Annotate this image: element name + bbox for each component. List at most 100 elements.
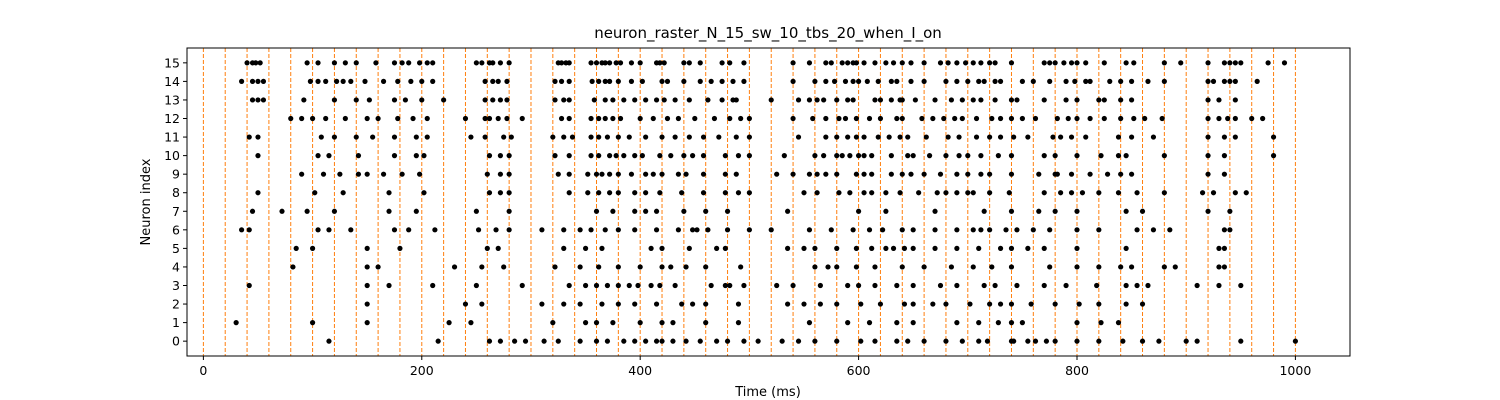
spike-point — [1118, 171, 1124, 177]
spike-point — [1058, 134, 1064, 140]
spike-point — [785, 301, 791, 307]
spike-point — [1221, 171, 1228, 177]
spike-point — [866, 115, 873, 122]
spike-point — [1047, 264, 1053, 270]
spike-point — [1128, 264, 1135, 270]
spike-point — [1115, 190, 1122, 196]
spike-point — [845, 134, 851, 140]
spike-point — [937, 60, 944, 66]
spike-point — [1150, 227, 1157, 233]
spike-point — [722, 282, 728, 289]
spike-point — [486, 115, 493, 122]
spike-point — [965, 190, 971, 196]
spike-point — [1115, 320, 1122, 326]
spike-point — [945, 134, 951, 140]
spike-point — [1008, 97, 1015, 103]
spike-point — [1178, 60, 1184, 66]
spike-point — [1161, 264, 1167, 270]
spike-point — [307, 78, 313, 84]
spike-point — [823, 171, 829, 177]
spike-point — [1030, 78, 1036, 84]
spike-point — [1052, 338, 1058, 344]
spike-point — [561, 97, 567, 103]
spike-point — [853, 245, 860, 251]
spike-point — [424, 134, 430, 140]
spike-point — [1094, 282, 1100, 289]
spike-point — [997, 78, 1004, 84]
spike-point — [1123, 208, 1129, 214]
spike-point — [657, 153, 663, 159]
spike-point — [497, 153, 504, 159]
spike-point — [908, 171, 914, 177]
spike-point — [566, 60, 572, 66]
spike-point — [1205, 115, 1211, 122]
spike-point — [845, 282, 851, 289]
spike-point — [1221, 264, 1228, 270]
spike-point — [1041, 190, 1047, 196]
spike-point — [419, 78, 425, 84]
spike-point — [413, 134, 419, 140]
spike-point — [668, 264, 674, 270]
spike-point — [746, 115, 752, 122]
spike-point — [1041, 97, 1047, 103]
spike-point — [1052, 301, 1058, 307]
spike-point — [659, 320, 665, 326]
spike-point — [1161, 60, 1167, 66]
spike-point — [1008, 320, 1015, 326]
spike-point — [956, 153, 962, 159]
spike-point — [901, 301, 908, 307]
spike-point — [894, 78, 900, 84]
spike-point — [588, 227, 594, 233]
spike-point — [836, 115, 842, 122]
spike-point — [615, 227, 621, 233]
x-tick-label: 600 — [847, 363, 871, 378]
spike-point — [1014, 282, 1020, 289]
spike-point — [741, 60, 747, 66]
spike-point — [954, 190, 960, 196]
spike-point — [806, 171, 813, 177]
spike-point — [834, 171, 840, 177]
spike-point — [1216, 115, 1222, 122]
spike-point — [643, 208, 649, 214]
spike-point — [790, 78, 796, 84]
spike-point — [932, 227, 938, 233]
spike-point — [987, 134, 993, 140]
spike-point — [495, 245, 501, 251]
spike-point — [1096, 338, 1102, 344]
spike-point — [779, 338, 785, 344]
spike-point — [602, 227, 608, 233]
spike-point — [1232, 115, 1238, 122]
spike-point — [596, 264, 602, 270]
spike-point — [888, 153, 894, 159]
spike-point — [552, 78, 558, 84]
spike-point — [486, 190, 493, 196]
spike-point — [326, 338, 332, 344]
spike-point — [877, 97, 884, 103]
spike-point — [810, 115, 816, 122]
spike-point — [1083, 78, 1089, 84]
spike-point — [1210, 78, 1217, 84]
spike-point — [495, 78, 501, 84]
y-tick-label: 10 — [164, 148, 180, 163]
spike-point — [1205, 153, 1211, 159]
spike-point — [613, 60, 619, 66]
spike-point — [628, 60, 635, 66]
spike-point — [795, 97, 802, 103]
y-tick-label: 15 — [164, 55, 180, 70]
spike-point — [1221, 78, 1228, 84]
spike-point — [806, 97, 813, 103]
spike-point — [386, 190, 392, 196]
spike-point — [692, 115, 698, 122]
spike-point — [708, 282, 714, 289]
spike-point — [1083, 60, 1089, 66]
spike-point — [342, 60, 348, 66]
spike-point — [304, 60, 310, 66]
spike-point — [555, 338, 561, 344]
spike-point — [596, 153, 602, 159]
spike-point — [386, 208, 392, 214]
spike-point — [550, 134, 556, 140]
spike-point — [812, 338, 818, 344]
spike-point — [976, 338, 982, 344]
spike-point — [866, 320, 873, 326]
spike-point — [978, 60, 984, 66]
